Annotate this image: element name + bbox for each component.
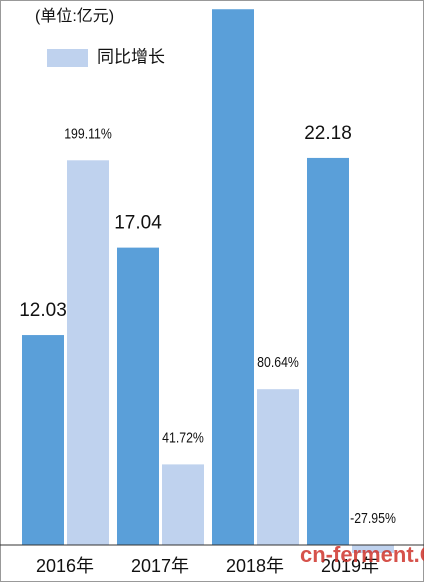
- bar: [257, 389, 299, 545]
- legend-swatch: [47, 49, 88, 67]
- bar: [212, 9, 254, 546]
- x-tick-label: 2019年: [321, 556, 379, 576]
- value-label: 17.04: [114, 213, 162, 234]
- bar: [307, 157, 349, 546]
- bar: [22, 335, 64, 545]
- bar: [352, 545, 394, 553]
- legend-label: 同比增长: [97, 47, 165, 66]
- value-label: -27.95%: [350, 510, 396, 526]
- watermark: cn-ferment.COM: [300, 542, 424, 567]
- bar: [67, 160, 109, 546]
- value-label: 22.18: [304, 123, 352, 144]
- bar: [117, 247, 159, 545]
- unit-note: (单位:亿元): [35, 7, 114, 25]
- value-label: 80.64%: [257, 354, 299, 370]
- labels: 12.03 199.11% 2016年 17.04 41.72% 2017年 80.64% 2…: [0, 123, 424, 576]
- value-label: 41.72%: [162, 429, 204, 445]
- bar: [162, 464, 204, 545]
- x-tick-label: 2018年: [226, 556, 284, 576]
- x-tick-label: 2016年: [36, 556, 94, 576]
- value-label: 199.11%: [64, 125, 112, 141]
- plot-area: [22, 9, 394, 553]
- value-label: 12.03: [19, 300, 67, 321]
- x-tick-label: 2017年: [131, 556, 189, 576]
